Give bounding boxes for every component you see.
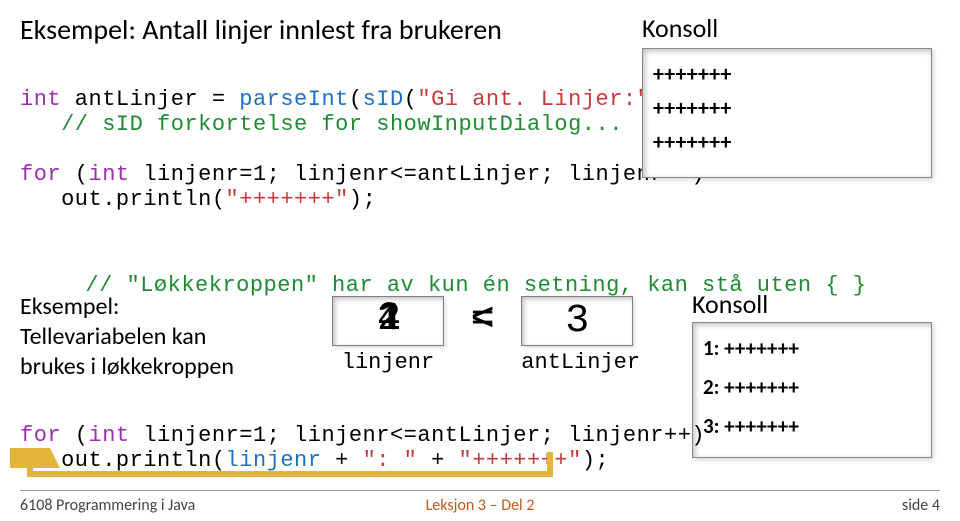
op-char: = [466, 298, 500, 344]
string-lit: "+++++++" [226, 187, 349, 212]
console-1-label: Konsoll [642, 12, 718, 44]
console-2-line: 2: +++++++ [703, 368, 921, 407]
kw-for: for [20, 423, 61, 448]
var-box-linjenr: 2 1 4 linjenr [332, 296, 444, 375]
kw-int: int [20, 87, 61, 112]
fn-sid: sID [363, 87, 404, 112]
ex2-line: brukes i løkkekroppen [20, 352, 234, 382]
var-label: linjenr [332, 350, 444, 375]
code-text: ( [349, 87, 363, 112]
console-2-label: Konsoll [692, 288, 768, 320]
fn-parseint: parseInt [239, 87, 349, 112]
op-box: < < = [466, 298, 500, 344]
code-text: antLinjer = [61, 87, 239, 112]
code-text: ); [349, 187, 376, 212]
loop-arrow-icon [10, 448, 570, 496]
footer-right: side 4 [902, 496, 940, 515]
kw-for: for [20, 162, 61, 187]
code-text: out.println( [20, 187, 226, 212]
code-text: ( [61, 423, 88, 448]
console-1-line: +++++++ [653, 57, 921, 91]
code-block-1: int antLinjer = parseInt(sID("Gi ant. Li… [20, 62, 705, 212]
code-blank [20, 137, 34, 162]
code-text: ( [61, 162, 88, 187]
code-text: linjenr=1; linjenr<=antLinjer; linjenr++… [130, 423, 706, 448]
var-box-antlinjer: 3 antLinjer [521, 296, 640, 375]
code-comment: // sID forkortelse for showInputDialog..… [61, 112, 623, 137]
ex2-line: Eksempel: [20, 292, 234, 322]
code-text: ( [404, 87, 418, 112]
ex2-line: Tellevariabelen kan [20, 322, 234, 352]
console-2-line: 3: +++++++ [703, 407, 921, 446]
console-1-box: +++++++ +++++++ +++++++ [642, 48, 932, 178]
page-title: Eksempel: Antall linjer innlest fra bruk… [20, 12, 502, 47]
var-cell: 2 1 4 [332, 296, 444, 346]
console-2-line: 1: +++++++ [703, 329, 921, 368]
variable-boxes: 2 1 4 linjenr < < = 3 antLinjer [332, 296, 640, 375]
string-lit: "Gi ant. Linjer:" [417, 87, 650, 112]
console-2-box: 1: +++++++ 2: +++++++ 3: +++++++ [692, 322, 932, 458]
var-cell: 3 [521, 296, 633, 346]
var-label: antLinjer [521, 350, 640, 375]
code-text: linjenr=1; linjenr<=antLinjer; linjenr++… [130, 162, 706, 187]
var-val: 4 [374, 297, 404, 343]
example-2-text: Eksempel: Tellevariabelen kan brukes i l… [20, 292, 234, 382]
code-indent [20, 112, 61, 137]
kw-int: int [89, 423, 130, 448]
console-1-line: +++++++ [653, 91, 921, 125]
console-1-line: +++++++ [653, 125, 921, 159]
code-text: ); [582, 448, 609, 473]
footer-center: Leksjon 3 – Del 2 [0, 496, 960, 515]
footer-rule [20, 490, 940, 491]
kw-int: int [89, 162, 130, 187]
